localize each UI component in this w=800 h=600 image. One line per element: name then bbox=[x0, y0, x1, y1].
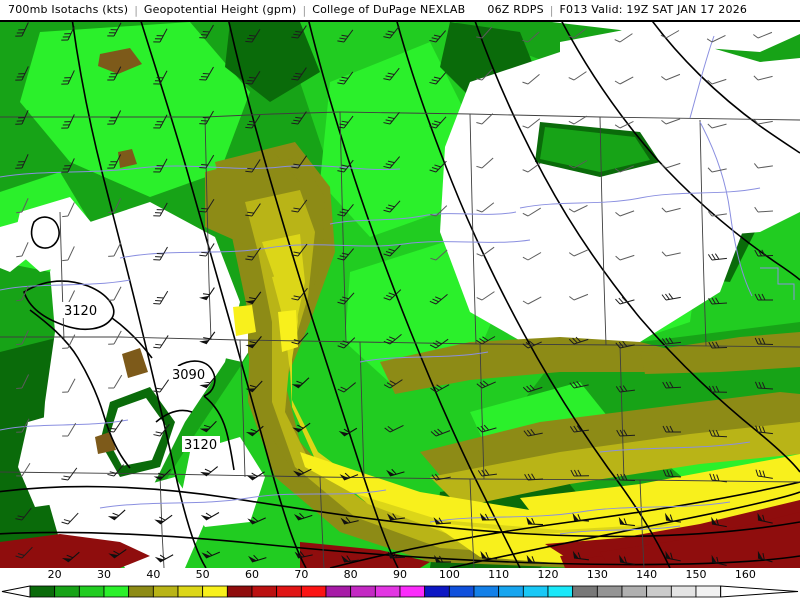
colorbar-swatch[interactable] bbox=[202, 585, 228, 598]
colorbar-tick-label: 100 bbox=[438, 568, 460, 581]
colorbar-swatch[interactable] bbox=[498, 585, 524, 598]
colorbar-swatch[interactable] bbox=[670, 585, 697, 598]
colorbar-under-arrow bbox=[1, 585, 31, 598]
colorbar-tick-label: 140 bbox=[636, 568, 658, 581]
title-bar: 700mb Isotachs (kts) | Geopotential Heig… bbox=[0, 0, 800, 22]
colorbar-swatch[interactable] bbox=[695, 585, 722, 598]
colorbar-swatch[interactable] bbox=[374, 585, 401, 598]
title-separator-2: | bbox=[302, 3, 307, 17]
colorbar-tick-label: 80 bbox=[343, 568, 358, 581]
colorbar-swatch[interactable] bbox=[152, 585, 179, 598]
colorbar-tick-label: 110 bbox=[488, 568, 510, 581]
colorbar-swatch[interactable] bbox=[29, 585, 56, 598]
colorbar-swatch[interactable] bbox=[596, 585, 623, 598]
colorbar-swatch[interactable] bbox=[448, 585, 475, 598]
title-source-label: College of DuPage NEXLAB bbox=[312, 3, 466, 16]
colorbar-swatch[interactable] bbox=[473, 585, 500, 598]
colorbar-swatch[interactable] bbox=[621, 585, 648, 598]
colorbar-swatch[interactable] bbox=[276, 585, 302, 598]
colorbar-swatch[interactable] bbox=[325, 585, 352, 598]
map-canvas[interactable]: 3120 3090 3120 bbox=[0, 22, 800, 568]
colorbar-swatch[interactable] bbox=[547, 585, 574, 598]
svg-text:3090: 3090 bbox=[172, 368, 205, 383]
colorbar-swatch[interactable] bbox=[251, 585, 278, 598]
colorbar-tick-label: 160 bbox=[734, 568, 756, 581]
contour-label-0: 3120 bbox=[62, 302, 100, 319]
colorbar-panel: 20 30 40 50 60 70 80 90 100 110 120 130 140 150 160 bbox=[0, 568, 800, 600]
colorbar-swatch[interactable] bbox=[350, 585, 376, 598]
title-field-label: 700mb Isotachs (kts) bbox=[8, 3, 129, 16]
colorbar-swatch[interactable] bbox=[78, 585, 105, 598]
isotach-map-svg: 3120 3090 3120 bbox=[0, 22, 800, 568]
colorbar-swatch[interactable] bbox=[522, 585, 549, 598]
colorbar-tick-label: 20 bbox=[47, 568, 62, 581]
title-separator-1: | bbox=[134, 3, 138, 17]
colorbar-swatch[interactable] bbox=[646, 585, 672, 598]
title-overlay-label: Geopotential Height (gpm) bbox=[143, 3, 297, 16]
colorbar-over-arrow bbox=[720, 585, 799, 598]
colorbar-tick-label: 120 bbox=[537, 568, 559, 581]
contour-label-2: 3120 bbox=[182, 436, 220, 453]
colorbar-swatch[interactable] bbox=[399, 585, 426, 598]
colorbar-tick-label: 60 bbox=[245, 568, 259, 581]
colorbar-tick-label: 50 bbox=[195, 568, 210, 581]
title-model-label: 06Z RDPS bbox=[487, 3, 544, 16]
colorbar-swatch[interactable] bbox=[572, 585, 598, 598]
contour-label-1: 3090 bbox=[170, 366, 208, 383]
colorbar-swatch[interactable] bbox=[226, 585, 253, 598]
colorbar-swatch[interactable] bbox=[300, 585, 327, 598]
colorbar-tick-label: 70 bbox=[294, 568, 309, 581]
colorbar-swatch[interactable] bbox=[424, 585, 450, 598]
colorbar-swatch[interactable] bbox=[103, 585, 130, 598]
colorbar-tick-label: 130 bbox=[586, 568, 608, 581]
svg-text:3120: 3120 bbox=[184, 438, 217, 453]
colorbar-swatch[interactable] bbox=[54, 585, 80, 598]
title-separator-3: | bbox=[549, 3, 554, 17]
colorbar-swatch[interactable] bbox=[128, 585, 154, 598]
colorbar-tick-label: 90 bbox=[393, 568, 407, 581]
colorbar-tick-labels: 20 30 40 50 60 70 80 90 100 110 120 130 140 150 160 bbox=[0, 568, 800, 583]
colorbar-swatch[interactable] bbox=[177, 585, 204, 598]
colorbar-tick-label: 40 bbox=[146, 568, 161, 581]
title-valid-label: F013 Valid: 19Z SAT JAN 17 2026 bbox=[559, 3, 748, 16]
colorbar-tick-label: 30 bbox=[97, 568, 111, 581]
colorbar-tick-label: 150 bbox=[685, 568, 707, 581]
svg-text:3120: 3120 bbox=[64, 304, 97, 319]
colorbar-swatches[interactable] bbox=[0, 583, 800, 600]
